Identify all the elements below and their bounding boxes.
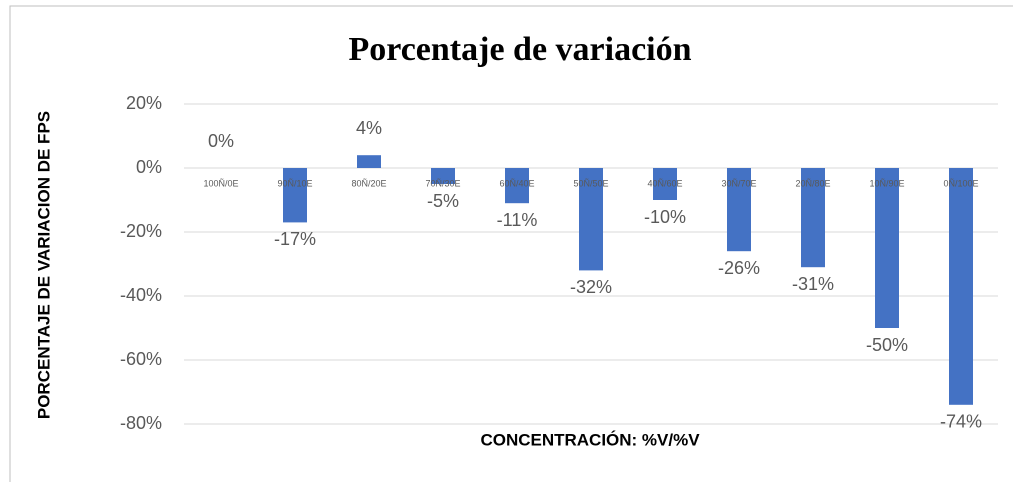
x-tick-label: 0Ñ/100E (943, 178, 978, 188)
x-tick-label: 70Ñ/30E (425, 178, 460, 188)
bar (505, 168, 529, 204)
bar (949, 168, 973, 405)
x-tick-label: 60Ñ/40E (499, 178, 534, 188)
x-tick-label: 20Ñ/80E (795, 178, 830, 188)
y-tick-label: 20% (126, 93, 162, 113)
bar (431, 168, 455, 184)
y-tick-label: -80% (120, 413, 162, 433)
x-tick-label: 10Ñ/90E (869, 178, 904, 188)
data-label: -32% (570, 277, 612, 297)
data-label: -11% (497, 210, 538, 230)
data-label: -10% (644, 207, 686, 227)
y-tick-label: 0% (136, 157, 162, 177)
data-label: -17% (274, 229, 316, 249)
data-label: -50% (866, 335, 908, 355)
bar (357, 155, 381, 168)
x-tick-label: 40Ñ/60E (647, 178, 682, 188)
y-axis-title: PORCENTAJE DE VARIACION DE FPS (34, 111, 53, 419)
data-label: -5% (427, 191, 459, 211)
chart-border (9, 5, 1013, 482)
bar (283, 168, 307, 223)
x-tick-label: 80Ñ/20E (351, 178, 386, 188)
data-label: 0% (208, 131, 234, 151)
data-label: 4% (356, 118, 382, 138)
x-tick-label: 50Ñ/50E (573, 178, 608, 188)
x-axis-title: CONCENTRACIÓN: %V/%V (480, 430, 700, 449)
bar (579, 168, 603, 271)
x-tick-label: 100Ñ/0E (203, 178, 238, 188)
bar (727, 168, 751, 252)
chart-title: Porcentaje de variación (348, 31, 691, 68)
data-label: -31% (792, 274, 834, 294)
data-label: -26% (718, 258, 760, 278)
x-tick-label: 30Ñ/70E (721, 178, 756, 188)
y-tick-label: -40% (120, 285, 162, 305)
bar (801, 168, 825, 268)
x-tick-label: 90Ñ/10E (277, 178, 312, 188)
bar (653, 168, 677, 200)
bar (875, 168, 899, 328)
y-tick-label: -20% (120, 221, 162, 241)
y-tick-label: -60% (120, 349, 162, 369)
data-label: -74% (940, 412, 982, 432)
